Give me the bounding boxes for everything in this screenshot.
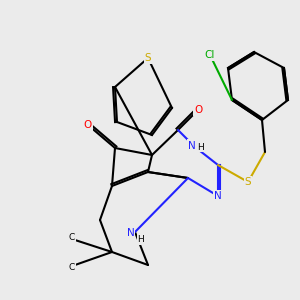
Text: N: N [214,191,222,201]
Text: H: H [198,142,204,152]
Text: C: C [69,232,75,242]
Text: N: N [127,229,134,238]
Text: S: S [145,53,151,63]
Text: C: C [69,263,75,272]
Text: H: H [138,235,144,244]
Text: Cl: Cl [205,50,215,60]
Text: N: N [188,140,196,151]
Text: O: O [84,120,92,130]
Text: S: S [245,177,251,187]
Text: O: O [194,105,202,115]
